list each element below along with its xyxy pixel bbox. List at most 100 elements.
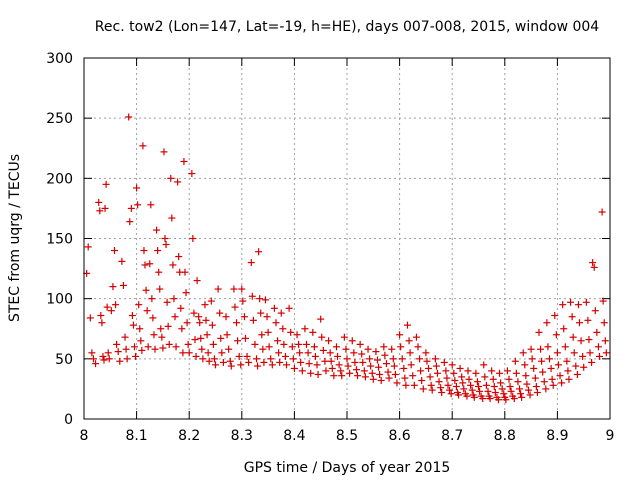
data-point (302, 340, 310, 348)
x-tick-label: 8.5 (336, 428, 358, 444)
data-point (468, 386, 476, 394)
data-point (205, 357, 213, 365)
data-point (503, 367, 511, 375)
data-point (398, 355, 406, 363)
data-point (573, 370, 581, 378)
data-point (364, 345, 372, 353)
data-point (344, 362, 352, 370)
data-point (181, 268, 189, 276)
data-point (442, 367, 450, 375)
data-point (381, 351, 389, 359)
data-point (397, 343, 405, 351)
data-point (179, 349, 187, 357)
data-point (241, 334, 249, 342)
data-point (531, 374, 539, 382)
data-point (480, 361, 488, 369)
data-point (98, 319, 106, 327)
x-tick-label: 8.4 (283, 428, 305, 444)
data-point (377, 376, 385, 384)
data-point (216, 309, 224, 317)
data-point (314, 370, 322, 378)
data-point (568, 313, 576, 321)
data-point (548, 375, 556, 383)
data-point (191, 336, 199, 344)
data-point (346, 369, 354, 377)
data-point (479, 395, 487, 403)
data-point (234, 337, 242, 345)
data-point (542, 385, 550, 393)
data-point (185, 349, 193, 357)
data-point (450, 369, 458, 377)
data-point (281, 352, 289, 360)
data-point (177, 304, 185, 312)
data-point (400, 364, 408, 372)
data-point (254, 362, 262, 370)
data-point (133, 184, 141, 192)
data-point (109, 283, 117, 291)
data-point (307, 369, 315, 377)
data-point (219, 358, 227, 366)
data-point (574, 301, 582, 309)
data-point (384, 368, 392, 376)
data-point (118, 257, 126, 265)
data-point (208, 321, 216, 329)
data-point (144, 343, 152, 351)
data-point (175, 253, 183, 261)
data-point (268, 361, 276, 369)
data-point (348, 337, 356, 345)
data-point (204, 349, 212, 357)
data-point (522, 372, 530, 380)
data-point (168, 214, 176, 222)
data-point (530, 364, 538, 372)
data-point (506, 383, 514, 391)
data-point (189, 235, 197, 242)
data-point (334, 352, 342, 360)
data-point (134, 201, 142, 209)
data-point (464, 367, 472, 375)
data-point (192, 352, 200, 360)
data-point (564, 367, 572, 375)
data-point (151, 345, 159, 353)
data-point (533, 389, 541, 397)
data-point (239, 297, 247, 305)
data-point (104, 349, 112, 357)
data-point (572, 362, 580, 370)
data-point (417, 367, 425, 375)
data-point (256, 295, 264, 303)
data-point (202, 316, 210, 324)
data-point (332, 343, 340, 351)
data-point (500, 390, 508, 398)
data-point (388, 345, 396, 353)
data-point (546, 355, 554, 363)
data-point (128, 312, 136, 320)
data-point (289, 355, 297, 363)
data-point (565, 375, 573, 383)
data-point (472, 369, 480, 377)
data-point (401, 374, 409, 382)
data-point (287, 328, 295, 336)
data-point (162, 241, 170, 249)
data-point (132, 352, 140, 360)
data-point (170, 295, 178, 303)
data-point (212, 361, 219, 369)
data-point (374, 356, 382, 364)
data-point (161, 235, 169, 242)
data-point (359, 358, 367, 366)
data-point (343, 355, 351, 363)
data-point (488, 367, 496, 375)
data-point (375, 363, 383, 371)
data-point (510, 395, 518, 403)
data-point (460, 385, 468, 393)
data-point (601, 337, 609, 345)
data-point (149, 314, 157, 322)
data-point (585, 336, 593, 344)
data-point (547, 364, 555, 372)
y-tick-labels: 0 50 100 150 200 250 300 (46, 51, 73, 428)
data-point (183, 319, 191, 327)
data-point (125, 113, 133, 121)
data-point (407, 361, 415, 369)
data-point (178, 325, 186, 333)
data-point (517, 390, 525, 398)
data-point (143, 307, 151, 315)
data-point (406, 349, 414, 357)
